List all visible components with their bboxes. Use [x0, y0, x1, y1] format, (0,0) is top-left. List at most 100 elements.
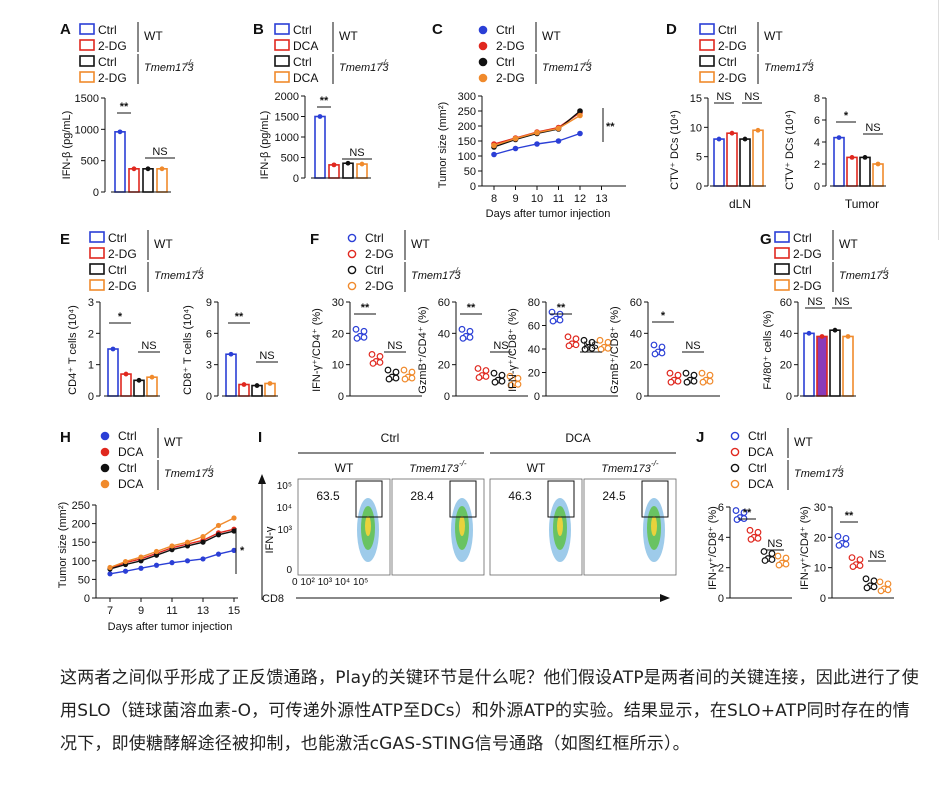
legend-swatch [774, 247, 790, 259]
legend-marker [347, 281, 357, 291]
D1-bar [713, 138, 725, 187]
legend-ko: Tmem173 [411, 270, 461, 282]
C-xlabel: Days after tumor injection [486, 208, 611, 220]
legend-wt: WT [839, 237, 858, 251]
H-ytick-label: 200 [72, 519, 90, 531]
A-bar [142, 168, 154, 193]
E1-ytick-label: 3 [88, 297, 94, 309]
I-gate-value: 28.4 [410, 489, 434, 503]
F0-point [353, 334, 361, 342]
panel-letter-B: B [253, 21, 264, 38]
F-ylabel: IFN-γ⁺/CD8⁺ (%) [507, 308, 519, 392]
A-ylabel: IFN-β (pg/mL) [61, 111, 73, 180]
H-point [200, 556, 206, 562]
I-gate [641, 480, 669, 518]
legend-swatch [89, 279, 105, 291]
H-point [138, 558, 144, 564]
J1-point [775, 561, 783, 569]
J2-point [842, 534, 850, 542]
D1-sig: NS [716, 91, 731, 103]
G-ytick-label: 20 [780, 360, 792, 372]
legend-label: Ctrl [748, 429, 767, 443]
J2-point [870, 583, 878, 591]
J2-point [862, 575, 870, 583]
A-bar [128, 168, 140, 193]
D1-ytick-label: 10 [690, 122, 702, 134]
legend-label: Ctrl [365, 231, 384, 245]
D2-ytick-label: 2 [814, 159, 820, 171]
C-xtick-label: 10 [531, 193, 543, 205]
A-sig: NS [152, 146, 167, 158]
J1-point [746, 526, 754, 534]
A-bar [114, 131, 126, 193]
legend-label: 2-DG [793, 247, 822, 261]
legend-swatch [79, 55, 95, 67]
F3-point [683, 378, 691, 386]
F1-ytick-label: 40 [438, 328, 450, 340]
I-gate [449, 480, 477, 518]
J1-ytick-label: 6 [718, 502, 724, 514]
J1-ytick-label: 0 [718, 593, 724, 605]
legend-ko: Tmem173 [144, 62, 194, 74]
A-sig: ** [120, 101, 129, 113]
legend-marker [730, 447, 740, 457]
F3-sig: * [661, 310, 666, 322]
J1-point [768, 550, 776, 557]
D1-sig: NS [744, 91, 759, 103]
legend-label: DCA [748, 445, 773, 459]
B-ytick-label: 1500 [275, 112, 299, 124]
C-point [534, 129, 540, 136]
E1-point [136, 377, 142, 383]
E1-ytick-label: 2 [88, 328, 94, 340]
B-point [317, 114, 323, 119]
H-point [169, 543, 175, 549]
C-ytick-label: 300 [458, 91, 476, 103]
H-point [138, 554, 144, 560]
F0-ytick-label: 20 [332, 328, 344, 340]
legend-ko: Tmem173 [164, 468, 214, 480]
legend-marker [730, 431, 740, 441]
C-ytick-label: 250 [458, 106, 476, 118]
D2-point [875, 161, 881, 167]
legend-label: 2-DG [496, 71, 525, 85]
H-point [200, 534, 206, 540]
legend-label: 2-DG [365, 247, 394, 261]
legend-marker [478, 73, 488, 83]
F3-point [699, 378, 707, 386]
F1-point [466, 333, 474, 341]
F1-point [498, 371, 506, 379]
J2-point [848, 554, 856, 561]
legend-label: Ctrl [293, 55, 312, 69]
J2-ytick-label: 0 [820, 593, 826, 605]
F1-ytick-label: 0 [444, 391, 450, 403]
legend-label: 2-DG [365, 279, 394, 293]
F0-point [392, 374, 400, 382]
F2-sig: NS [583, 340, 598, 352]
legend-label: Ctrl [293, 23, 312, 37]
D1-point [729, 130, 735, 136]
F1-ytick-label: 20 [438, 360, 450, 372]
F3-point [674, 371, 682, 379]
panel-letter-D: D [666, 21, 677, 38]
F3-sig: NS [685, 340, 700, 352]
F0-point [376, 359, 384, 366]
F3-ytick-label: 60 [630, 297, 642, 309]
F1-ytick-label: 60 [438, 297, 450, 309]
D1-point [716, 136, 722, 142]
E1-point [149, 374, 155, 380]
B-sig: NS [349, 147, 364, 159]
D1-bar [739, 138, 751, 187]
J1-point [782, 560, 790, 568]
F1-point [506, 372, 514, 380]
legend-marker [100, 431, 110, 441]
D2-point [836, 135, 842, 141]
I-group-ctrl: Ctrl [381, 431, 400, 445]
B-ytick-label: 0 [293, 173, 299, 185]
D1-ytick-label: 15 [690, 93, 702, 105]
F1-point [514, 380, 522, 388]
I-gate-value: 24.5 [602, 489, 626, 503]
E-ylabel2: CD8⁺ T cells (10⁴) [182, 305, 194, 395]
legend-label: 2-DG [496, 39, 525, 53]
F2-point [596, 336, 604, 344]
C-xtick-label: 9 [512, 193, 518, 205]
